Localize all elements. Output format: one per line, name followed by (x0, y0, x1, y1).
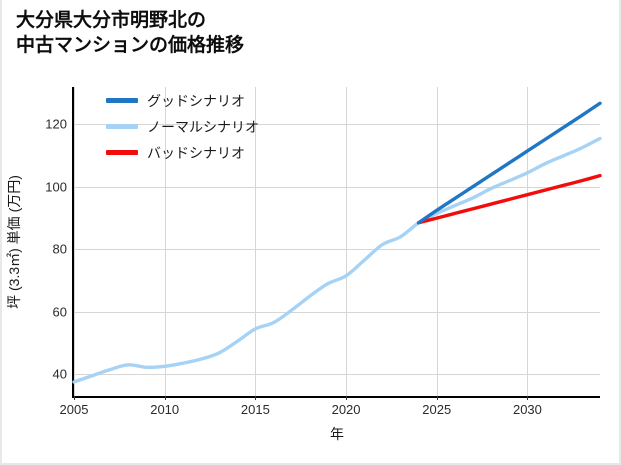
y-tick-label: 100 (45, 179, 67, 195)
x-tick-mark (527, 396, 529, 400)
x-tick-label: 2005 (59, 402, 89, 417)
legend-item[interactable]: ノーマルシナリオ (106, 118, 259, 135)
page-title: 大分県大分市明野北の 中古マンションの価格推移 (16, 8, 576, 58)
x-tick-label: 2010 (150, 402, 180, 417)
series-line-バッドシナリオ (416, 173, 602, 225)
gridline-horizontal (74, 311, 600, 313)
gridline-vertical (527, 87, 529, 396)
x-tick-mark (74, 396, 75, 400)
gridline-vertical (346, 87, 348, 396)
x-tick-label: 2020 (331, 402, 361, 417)
gridline-vertical (436, 87, 438, 396)
gridline-vertical (74, 87, 75, 396)
gridline-horizontal (74, 249, 600, 251)
y-tick-label: 60 (52, 304, 67, 320)
y-tick-label: 80 (52, 241, 67, 257)
plot-background (74, 87, 600, 396)
x-tick-mark (436, 396, 438, 400)
legend-label: グッドシナリオ (147, 92, 245, 109)
x-tick-label: 2015 (240, 402, 270, 417)
x-axis-title: 年 (330, 426, 344, 442)
legend-label: バッドシナリオ (147, 144, 245, 161)
title-line-2: 中古マンションの価格推移 (16, 35, 245, 56)
y-axis-title-text: 坪 (3.3㎡) 単価 (万円) (6, 174, 22, 309)
x-tick-mark (255, 396, 257, 400)
y-tick-label: 40 (52, 366, 67, 382)
gridline-horizontal (74, 124, 600, 126)
chart-legend: グッドシナリオ ノーマルシナリオ バッドシナリオ (106, 92, 259, 161)
gridline-horizontal (74, 374, 600, 376)
legend-color-swatch (106, 98, 138, 103)
gridline-vertical (255, 87, 257, 396)
y-tick-label: 120 (45, 116, 67, 132)
legend-color-swatch (106, 150, 138, 155)
series-line-グッドシナリオ (416, 101, 602, 225)
legend-item[interactable]: バッドシナリオ (106, 144, 259, 161)
x-tick-label: 2030 (512, 402, 542, 417)
x-tick-mark (164, 396, 166, 400)
x-tick-label: 2025 (422, 402, 452, 417)
series-layer (72, 101, 602, 384)
x-tick-mark (346, 396, 348, 400)
title-line-1: 大分県大分市明野北の (16, 10, 207, 31)
gridline-horizontal (74, 186, 600, 188)
y-axis-title: 坪 (3.3㎡) 単価 (万円) (2, 87, 26, 396)
legend-item[interactable]: グッドシナリオ (106, 92, 259, 109)
gridline-vertical (164, 87, 166, 396)
series-line-ノーマルシナリオ (72, 136, 602, 384)
legend-label: ノーマルシナリオ (147, 118, 259, 135)
x-axis-spine (72, 396, 600, 398)
legend-color-swatch (106, 124, 138, 129)
plot-area: 40 60 80 100 120 2005 2010 2015 2020 2025 2030 (45, 87, 602, 417)
y-axis-spine (72, 87, 74, 396)
